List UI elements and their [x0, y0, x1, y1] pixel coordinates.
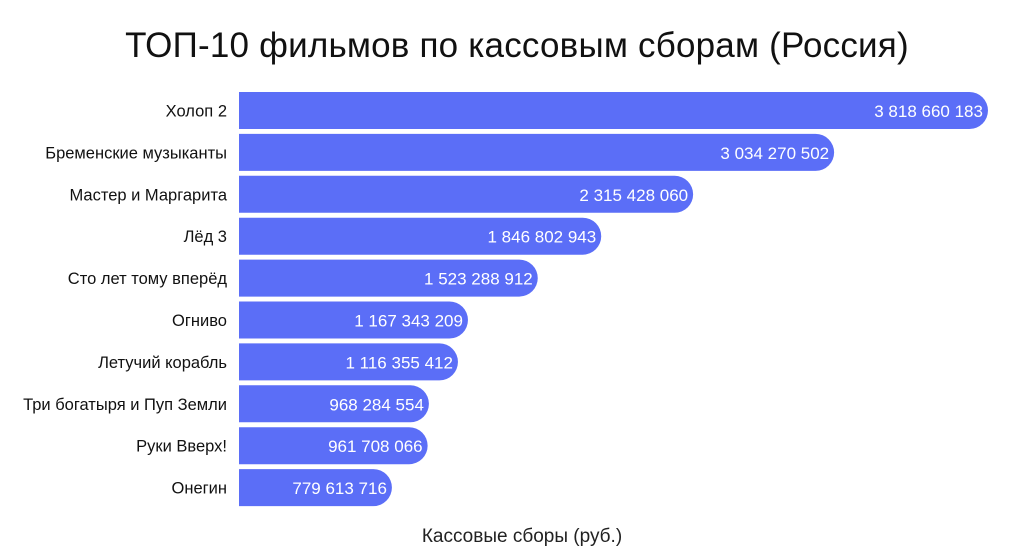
category-label: Онегин: [172, 480, 227, 498]
bar: [239, 385, 429, 423]
bar: [239, 343, 458, 381]
value-label: 3 818 660 183: [874, 102, 983, 121]
bar: [239, 259, 538, 297]
category-label: Мастер и Маргарита: [69, 186, 227, 204]
bar: [239, 133, 835, 171]
bar: [239, 469, 392, 507]
bars-layer: [239, 92, 988, 507]
category-label: Бременские музыканты: [45, 144, 227, 162]
value-label: 1 116 355 412: [345, 353, 452, 372]
chart-title: ТОП-10 фильмов по кассовым сборам (Росси…: [125, 26, 909, 65]
value-label: 2 315 428 060: [579, 186, 688, 205]
value-label: 3 034 270 502: [720, 144, 829, 163]
bar: [239, 427, 428, 465]
category-label: Летучий корабль: [98, 354, 227, 372]
value-label: 1 167 343 209: [354, 312, 463, 331]
x-axis-label: Кассовые сборы (руб.): [421, 526, 623, 547]
bar: [239, 175, 694, 213]
value-label: 1 846 802 943: [488, 228, 597, 247]
category-label: Лёд 3: [184, 228, 227, 246]
bar: [239, 217, 602, 255]
bar: [239, 301, 468, 339]
category-labels-layer: Холоп 2 Бременские музыканты Мастер и Марг…: [23, 103, 228, 498]
value-label: 961 708 066: [328, 437, 423, 456]
bar: [239, 92, 988, 129]
category-label: Руки Вверх!: [136, 438, 227, 456]
value-label: 1 523 288 912: [424, 270, 533, 289]
value-label: 968 284 554: [329, 395, 424, 414]
value-labels-layer: 3 818 660 183 3 034 270 502 2 315 428 060 1…: [292, 102, 983, 498]
category-label: Холоп 2: [166, 103, 227, 121]
value-label: 779 613 716: [292, 479, 387, 498]
category-label: Огниво: [172, 312, 227, 330]
category-label: Три богатыря и Пуп Земли: [23, 396, 227, 414]
category-label: Сто лет тому вперёд: [68, 270, 228, 288]
